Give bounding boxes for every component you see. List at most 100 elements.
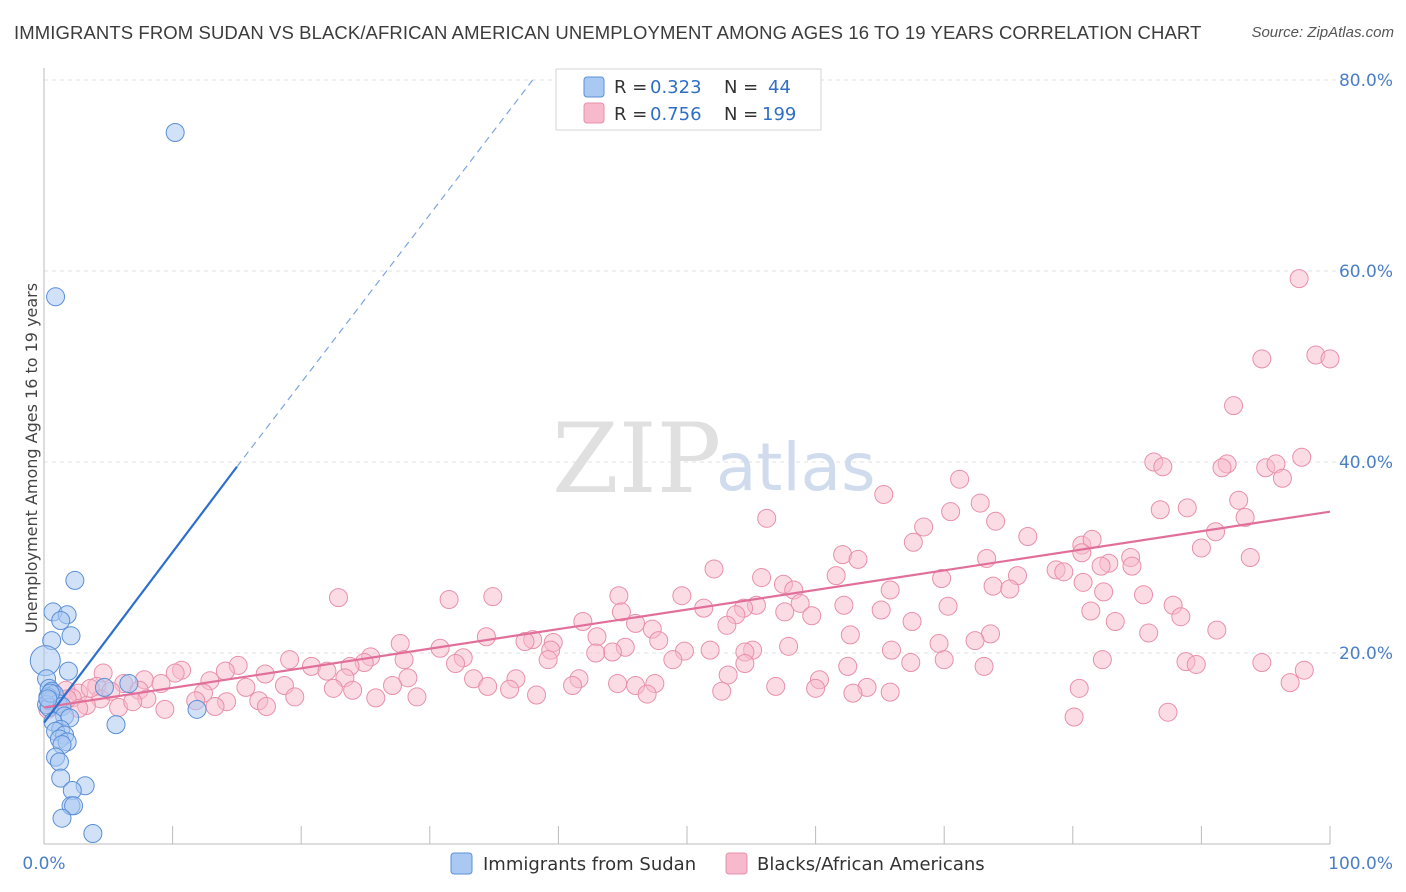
point-blacks	[704, 559, 724, 579]
point-blacks	[602, 642, 622, 662]
point-sudan	[83, 823, 103, 843]
point-blacks	[1229, 490, 1249, 510]
point-sudan	[94, 677, 114, 697]
y-tick-label: 40.0%	[1339, 453, 1393, 473]
point-blacks	[1292, 447, 1312, 467]
point-blacks	[806, 678, 826, 698]
trend-lines	[43, 79, 1331, 724]
point-sudan	[49, 752, 69, 772]
y-tick-label: 20.0%	[1339, 644, 1393, 664]
y-tick-label: 80.0%	[1339, 71, 1393, 91]
legend-r-value-blacks: 0.756	[650, 104, 702, 125]
legend-r-label-blacks: R =	[614, 104, 647, 125]
point-blacks	[1092, 650, 1112, 670]
series-blacks-points	[38, 269, 1340, 727]
point-sudan	[65, 570, 85, 590]
bottom-legend-swatch-blacks	[725, 852, 748, 875]
point-blacks	[1240, 548, 1260, 567]
point-blacks	[840, 625, 860, 645]
point-blacks	[1212, 458, 1232, 478]
point-blacks	[902, 611, 922, 631]
point-blacks	[941, 502, 961, 522]
point-blacks	[1000, 579, 1020, 599]
point-sudan	[119, 674, 139, 694]
point-blacks	[1054, 562, 1074, 582]
point-blacks	[880, 580, 900, 600]
point-blacks	[717, 615, 737, 635]
point-blacks	[515, 632, 535, 652]
point-blacks	[527, 685, 547, 705]
point-blacks	[390, 633, 410, 653]
point-blacks	[637, 684, 657, 704]
point-blacks	[587, 627, 607, 647]
point-blacks	[478, 676, 498, 696]
point-blacks	[1018, 526, 1038, 546]
legend-swatch-blacks	[583, 102, 605, 124]
point-blacks	[236, 677, 256, 697]
point-blacks	[323, 678, 343, 698]
point-blacks	[611, 602, 631, 622]
point-blacks	[205, 696, 225, 716]
point-blacks	[838, 656, 858, 676]
point-blacks	[752, 568, 772, 588]
legend-r-label-sudan: R =	[614, 77, 647, 98]
point-blacks	[790, 593, 810, 613]
point-sudan	[106, 715, 126, 735]
point-blacks	[775, 602, 795, 622]
y-axis-label: Unemployment Among Ages 16 to 19 years	[22, 283, 41, 633]
point-blacks	[1072, 543, 1092, 563]
stats-legend: R = 0.323 N = 44 R = 0.756 N = 199	[555, 68, 822, 131]
point-blacks	[1134, 585, 1154, 605]
legend-n-label-blacks: N =	[724, 104, 758, 125]
point-blacks	[950, 469, 970, 489]
point-blacks	[1252, 653, 1272, 673]
point-blacks	[328, 588, 348, 608]
point-blacks	[483, 587, 503, 607]
point-blacks	[563, 675, 583, 695]
point-blacks	[573, 611, 593, 631]
point-sudan	[165, 123, 185, 143]
bottom-legend-label-blacks: Blacks/African Americans	[757, 854, 985, 875]
point-sudan	[187, 699, 207, 719]
point-blacks	[1272, 468, 1292, 488]
legend-n-value-sudan: 44	[768, 77, 791, 98]
point-blacks	[1073, 572, 1093, 592]
point-blacks	[934, 650, 954, 670]
point-sudan	[46, 287, 66, 307]
point-blacks	[1171, 607, 1191, 627]
trend-line-sudan-extension	[236, 79, 534, 468]
point-blacks	[983, 576, 1003, 596]
point-blacks	[343, 680, 363, 700]
point-blacks	[871, 600, 891, 620]
point-blacks	[476, 627, 496, 647]
point-blacks	[280, 650, 300, 670]
point-blacks	[1289, 269, 1309, 289]
point-blacks	[718, 665, 738, 685]
point-blacks	[1280, 673, 1300, 693]
point-blacks	[500, 679, 520, 699]
point-blacks	[285, 687, 305, 707]
point-blacks	[1064, 707, 1084, 727]
point-blacks	[1158, 702, 1178, 722]
point-blacks	[155, 699, 175, 719]
chart-title: IMMIGRANTS FROM SUDAN VS BLACK/AFRICAN A…	[14, 22, 1202, 43]
point-blacks	[779, 636, 799, 656]
point-blacks	[880, 682, 900, 702]
point-blacks	[932, 569, 952, 589]
trend-line-sudan	[43, 466, 238, 724]
point-blacks	[609, 586, 629, 606]
watermark-atlas: atlas	[716, 429, 876, 506]
point-blacks	[1294, 660, 1314, 680]
point-blacks	[1094, 582, 1114, 602]
point-blacks	[1122, 556, 1142, 576]
legend-n-label-sudan: N =	[724, 77, 758, 98]
point-sudan	[61, 626, 81, 646]
point-blacks	[394, 650, 414, 670]
point-blacks	[757, 508, 777, 528]
point-blacks	[1207, 620, 1227, 640]
point-blacks	[1191, 538, 1211, 558]
point-blacks	[1186, 654, 1206, 674]
point-blacks	[929, 633, 949, 653]
point-blacks	[1224, 396, 1244, 416]
